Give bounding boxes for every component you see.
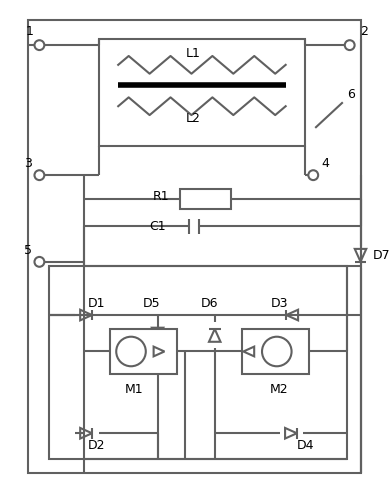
Text: M1: M1 xyxy=(125,384,143,397)
Text: 3: 3 xyxy=(24,157,31,170)
Text: 1: 1 xyxy=(25,25,33,38)
Bar xyxy=(180,189,232,209)
Text: R1: R1 xyxy=(153,191,169,203)
Circle shape xyxy=(34,257,44,267)
Circle shape xyxy=(309,170,318,180)
Text: 2: 2 xyxy=(361,25,368,38)
Text: D7: D7 xyxy=(372,249,390,263)
Circle shape xyxy=(34,40,44,50)
Text: 3: 3 xyxy=(278,347,284,357)
Text: 1: 1 xyxy=(124,341,130,351)
Text: D5: D5 xyxy=(143,297,160,310)
Bar xyxy=(27,20,361,473)
Text: L1: L1 xyxy=(186,46,200,59)
Text: 5: 5 xyxy=(24,243,32,257)
Text: 4: 4 xyxy=(321,157,329,170)
Bar xyxy=(242,329,309,374)
Circle shape xyxy=(116,337,146,366)
Text: C1: C1 xyxy=(149,220,165,233)
Bar xyxy=(49,266,347,459)
Text: D1: D1 xyxy=(88,297,105,310)
Text: 2: 2 xyxy=(270,341,276,351)
Text: D6: D6 xyxy=(201,297,219,310)
Text: L2: L2 xyxy=(186,111,200,124)
Circle shape xyxy=(34,170,44,180)
Bar xyxy=(110,329,177,374)
Text: 2: 2 xyxy=(124,354,130,364)
Text: D3: D3 xyxy=(271,297,289,310)
Text: D4: D4 xyxy=(297,438,314,452)
Text: 1: 1 xyxy=(270,354,276,364)
Circle shape xyxy=(345,40,355,50)
Text: D2: D2 xyxy=(88,438,105,452)
Bar xyxy=(98,39,305,146)
Text: 6: 6 xyxy=(347,88,355,101)
Circle shape xyxy=(262,337,292,366)
Text: 3: 3 xyxy=(132,347,138,357)
Text: M2: M2 xyxy=(269,384,288,397)
